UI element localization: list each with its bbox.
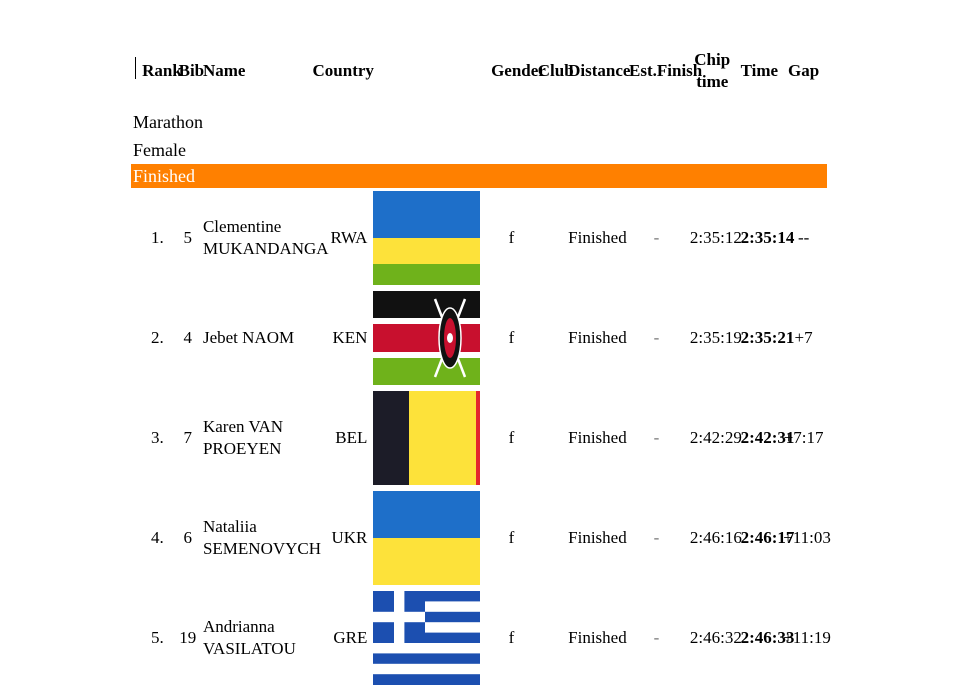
country-cell: BEL	[335, 428, 368, 447]
country-cell: RWA	[330, 228, 368, 247]
category-row: Female	[131, 136, 827, 164]
bib-cell: 19	[179, 628, 197, 647]
race-row: Marathon	[131, 108, 827, 136]
club-cell	[535, 488, 565, 588]
gender-cell: f	[508, 628, 515, 647]
table-row[interactable]: 5. 19 Andrianna VASILATOU GRE	[131, 588, 831, 688]
athlete-name[interactable]: Andrianna VASILATOU	[202, 617, 296, 658]
country-cell: UKR	[331, 528, 368, 547]
results-table: Rank Bib Name Country Gender Club Distan…	[131, 34, 831, 688]
gap-cell: --	[797, 228, 810, 247]
athlete-name[interactable]: Jebet NAOM	[202, 328, 295, 347]
rank-cell: 3.	[150, 428, 164, 447]
col-name[interactable]: Name	[202, 61, 246, 80]
flag-cell	[370, 188, 488, 288]
chip-time-cell: 2:46:16	[689, 528, 742, 547]
time-cell: 2:35:21	[740, 328, 795, 347]
distance-cell: Finished	[568, 328, 627, 347]
gender-cell: f	[508, 328, 515, 347]
chip-time-cell: 2:35:19	[689, 328, 742, 347]
ukraine-flag-icon	[373, 491, 481, 585]
gap-cell: +7:17	[783, 428, 824, 447]
results-list: Rank Bib Name Country Gender Club Distan…	[131, 34, 831, 688]
belgium-flag-icon	[373, 391, 481, 485]
est-finish-cell: -	[653, 428, 660, 447]
flag-cell	[370, 488, 488, 588]
country-cell: KEN	[332, 328, 368, 347]
rank-cell: 2.	[150, 328, 164, 347]
time-cell: 2:46:33	[740, 628, 795, 647]
est-finish-cell: -	[653, 628, 660, 647]
time-cell: 2:46:17	[740, 528, 795, 547]
distance-cell: Finished	[568, 428, 627, 447]
gap-cell: +11:19	[783, 628, 831, 647]
club-cell	[535, 188, 565, 288]
flag-cell	[370, 388, 488, 488]
col-gap[interactable]: Gap	[788, 61, 820, 80]
est-finish-cell: -	[653, 228, 660, 247]
bib-cell: 6	[183, 528, 193, 547]
table-row[interactable]: 3. 7 Karen VAN PROEYEN BEL f Finished - …	[131, 388, 827, 488]
select-all-checkbox[interactable]	[131, 34, 139, 108]
rwanda-flag-icon	[373, 191, 481, 285]
flag-cell	[370, 588, 488, 688]
col-club[interactable]: Club	[537, 61, 574, 80]
rank-cell: 1.	[150, 228, 164, 247]
distance-cell: Finished	[568, 228, 627, 247]
table-row[interactable]: 1. 5 Clementine MUKANDANGA RWA f Finishe…	[131, 188, 827, 288]
rank-cell: 5.	[150, 628, 164, 647]
table-row[interactable]: 2. 4 Jebet NAOM KEN	[131, 288, 827, 388]
col-est-finish[interactable]: Est.Finish	[629, 61, 703, 80]
gender-cell: f	[508, 528, 515, 547]
col-time[interactable]: Time	[740, 61, 779, 80]
gap-cell: +7	[794, 328, 813, 347]
col-rank[interactable]: Rank	[142, 61, 182, 80]
club-cell	[535, 588, 565, 688]
col-country[interactable]: Country	[312, 61, 374, 80]
distance-cell: Finished	[568, 628, 627, 647]
table-row[interactable]: 4. 6 Nataliia SEMENOVYCH UKR f Finished …	[131, 488, 831, 588]
bib-cell: 7	[183, 428, 193, 447]
col-flag	[370, 34, 488, 108]
gap-cell: +11:03	[783, 528, 831, 547]
bib-cell: 5	[183, 228, 193, 247]
col-gender[interactable]: Gender	[491, 61, 546, 80]
kenya-flag-icon	[373, 291, 481, 385]
chip-time-cell: 2:42:29	[689, 428, 742, 447]
club-cell	[535, 388, 565, 488]
status-row: Finished	[131, 164, 827, 188]
rank-cell: 4.	[150, 528, 164, 547]
header-row: Rank Bib Name Country Gender Club Distan…	[131, 34, 827, 108]
est-finish-cell: -	[653, 328, 660, 347]
time-cell: 2:42:31	[740, 428, 795, 447]
bib-cell: 4	[183, 328, 193, 347]
est-finish-cell: -	[653, 528, 660, 547]
athlete-name[interactable]: Nataliia SEMENOVYCH	[202, 517, 322, 558]
time-cell: 2:35:14	[740, 228, 795, 247]
greece-flag-icon	[373, 591, 481, 685]
flag-cell	[370, 288, 488, 388]
athlete-name[interactable]: Clementine MUKANDANGA	[202, 217, 329, 258]
status-label: Finished	[131, 164, 827, 188]
club-cell	[535, 288, 565, 388]
distance-cell: Finished	[568, 528, 627, 547]
category-label: Female	[133, 140, 186, 160]
chip-time-cell: 2:35:12	[689, 228, 742, 247]
country-cell: GRE	[333, 628, 368, 647]
gender-cell: f	[508, 228, 515, 247]
chip-time-cell: 2:46:32	[689, 628, 742, 647]
col-chip-time[interactable]: Chip time	[694, 50, 731, 91]
col-distance[interactable]: Distance	[568, 61, 631, 80]
race-label: Marathon	[133, 112, 203, 132]
athlete-name[interactable]: Karen VAN PROEYEN	[202, 417, 284, 458]
gender-cell: f	[508, 428, 515, 447]
col-bib[interactable]: Bib	[178, 61, 205, 80]
